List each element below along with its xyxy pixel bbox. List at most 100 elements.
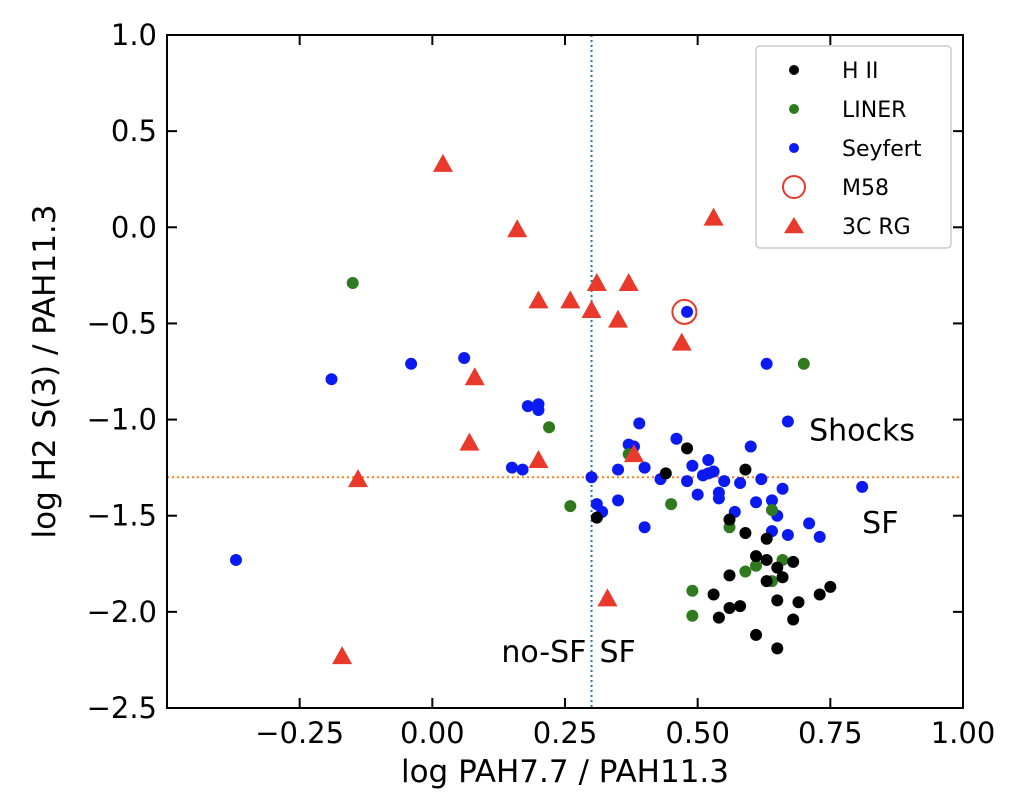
legend-label-liner: LINER [842,98,906,123]
h-ii-point [760,532,773,545]
seyfert-point [325,373,338,386]
region-annotation: SF [599,635,635,670]
y-tick-label: −2.5 [87,691,157,725]
seyfert-point [744,440,757,453]
m58-point [671,298,698,325]
legend-marker-liner [789,104,799,114]
seyfert-point [691,488,704,501]
3c-rg-point [459,432,480,451]
x-tick-label: 1.00 [931,716,996,750]
seyfert-point [612,463,625,476]
region-annotation: no-SF [501,635,586,670]
legend-label-h-ii: H II [842,59,879,84]
seyfert-point [781,415,794,428]
seyfert-point [633,417,646,430]
seyfert-point [505,461,518,474]
seyfert-point [405,357,418,370]
legend: H II LINER Seyfert M58 3C RG [755,45,952,249]
legend-marker-h-ii [789,65,799,75]
h-ii-point [750,628,763,641]
seyfert-point [734,477,747,490]
liner-point [665,498,678,511]
seyfert-point [718,475,731,488]
y-tick-label: 0.0 [111,210,157,244]
seyfert-point [458,352,471,365]
h-ii-point [681,442,694,455]
legend-marker-3c-rg [784,217,804,234]
y-axis-ticks: −2.5 −2.0 −1.5 −1.0 −0.5 0.0 0.5 1.0 [87,18,963,725]
seyfert-point [638,521,651,534]
x-tick-label: 0.75 [798,716,863,750]
3c-rg-point [348,469,369,488]
h-ii-point [739,463,752,476]
h-ii-point [750,550,763,563]
h-ii-point [739,527,752,540]
h-ii-point [824,580,837,593]
3c-rg-point [608,309,629,328]
liner-point [686,609,699,622]
h-ii-point [792,596,805,609]
legend-label-3c-rg: 3C RG [842,215,911,240]
liner-point [346,277,359,290]
h-ii-point [771,642,784,655]
3c-rg-point [432,153,453,172]
y-tick-label: −1.0 [87,403,157,437]
h-ii-point [659,467,672,480]
h-ii-point [723,569,736,582]
seyfert-point [702,453,715,466]
legend-marker-m58 [782,175,806,199]
h-ii-point [723,513,736,526]
seyfert-point [781,528,794,541]
seyfert-point [803,517,816,530]
liner-point [543,421,556,434]
h-ii-point [771,594,784,607]
h-ii-point [590,511,603,524]
liner-point [739,565,752,578]
data-points [229,153,869,665]
y-tick-label: −1.5 [87,499,157,533]
3c-rg-point [618,273,639,292]
legend-marker-seyfert [789,143,799,153]
h-ii-point [707,588,720,601]
h-ii-point [760,575,773,588]
liner-point [686,584,699,597]
y-tick-label: −2.0 [87,595,157,629]
seyfert-point [681,475,694,488]
x-tick-label: 0.00 [400,716,465,750]
liner-point [564,500,577,513]
h-ii-point [712,611,725,624]
seyfert-point [765,494,778,507]
seyfert-point [585,471,598,484]
seyfert-point [229,553,242,566]
seyfert-point [712,486,725,499]
liner-point [797,357,810,370]
seyfert-point [760,357,773,370]
liner-point [765,503,778,516]
h-ii-point [787,613,800,626]
legend-box [755,45,952,249]
y-tick-label: 0.5 [111,114,157,148]
3c-rg-point [528,449,549,468]
h-ii-point [771,561,784,574]
y-axis-label: log H2 S(3) / PAH11.3 [27,205,63,539]
seyfert-point [681,305,694,318]
seyfert-point [813,530,826,543]
seyfert-point [670,432,683,445]
seyfert-point [755,473,768,486]
x-axis-label: log PAH7.7 / PAH11.3 [401,754,729,790]
seyfert-point [750,496,763,509]
seyfert-point [532,398,545,411]
seyfert-point [707,465,720,478]
3c-rg-point [507,219,528,238]
3c-rg-point [581,299,602,318]
seyfert-point [612,494,625,507]
seyfert-point [686,459,699,472]
x-axis-ticks: −0.25 0.00 0.25 0.50 0.75 1.00 [255,35,995,750]
3c-rg-point [464,367,485,386]
seyfert-point [856,480,869,493]
x-tick-label: −0.25 [255,716,344,750]
seyfert-point [776,482,789,495]
y-tick-label: −0.5 [87,306,157,340]
h-ii-point [734,600,747,613]
3c-rg-point [332,646,353,665]
